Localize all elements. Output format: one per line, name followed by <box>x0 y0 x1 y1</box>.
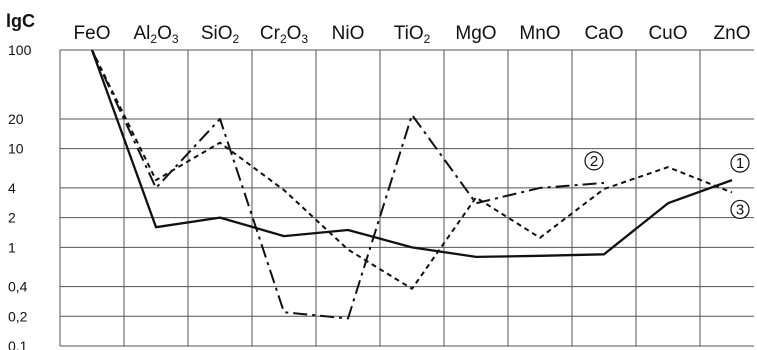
y-tick-label: 10 <box>8 141 24 157</box>
series-markers: 1 2 3 <box>584 151 750 220</box>
x-category-label: SiO2 <box>201 23 240 46</box>
y-tick-label: 2 <box>8 210 16 226</box>
x-category-label: CaO <box>584 23 623 44</box>
series-marker-2: 2 <box>584 151 604 171</box>
series-lines <box>90 49 733 320</box>
x-category-label: ZnO <box>714 23 751 44</box>
x-category-label: TiO2 <box>394 23 431 46</box>
x-category-label: Cr2O3 <box>260 23 309 46</box>
y-tick-label: 20 <box>8 111 24 127</box>
x-category-label: FeO <box>74 23 111 44</box>
y-tick-label: 1 <box>8 239 16 255</box>
series-line-2 <box>91 49 605 320</box>
y-axis-label: lgC <box>6 11 35 31</box>
marker-label: 2 <box>590 153 598 170</box>
x-category-label: MgO <box>455 23 496 44</box>
marker-circle <box>730 199 750 220</box>
marker-circle <box>730 153 750 173</box>
marker-label: 3 <box>736 201 744 218</box>
x-category-label: MnO <box>519 23 560 44</box>
y-axis-ticks: 100 20 10 4 2 1 0,4 0,2 0.1 <box>8 42 32 350</box>
marker-circle <box>584 151 604 171</box>
x-axis-categories: FeO Al2O3 SiO2 Cr2O3 NiO TiO2 MgO MnO CaO CuO ZnO <box>74 23 751 46</box>
x-category-label: Al2O3 <box>133 23 178 46</box>
series-marker-1: 1 <box>730 153 750 173</box>
y-tick-label: 4 <box>8 180 16 196</box>
series-marker-3: 3 <box>730 199 750 220</box>
x-category-label: NiO <box>332 23 365 44</box>
series-line-1 <box>90 49 733 259</box>
series-line-3 <box>91 49 733 290</box>
y-tick-label: 100 <box>8 42 32 58</box>
x-category-label: CuO <box>648 23 687 44</box>
grid <box>59 49 754 347</box>
marker-label: 1 <box>736 155 744 172</box>
y-tick-label: 0,4 <box>8 279 28 295</box>
y-tick-label: 0.1 <box>8 338 28 350</box>
y-tick-label: 0,2 <box>8 308 28 324</box>
